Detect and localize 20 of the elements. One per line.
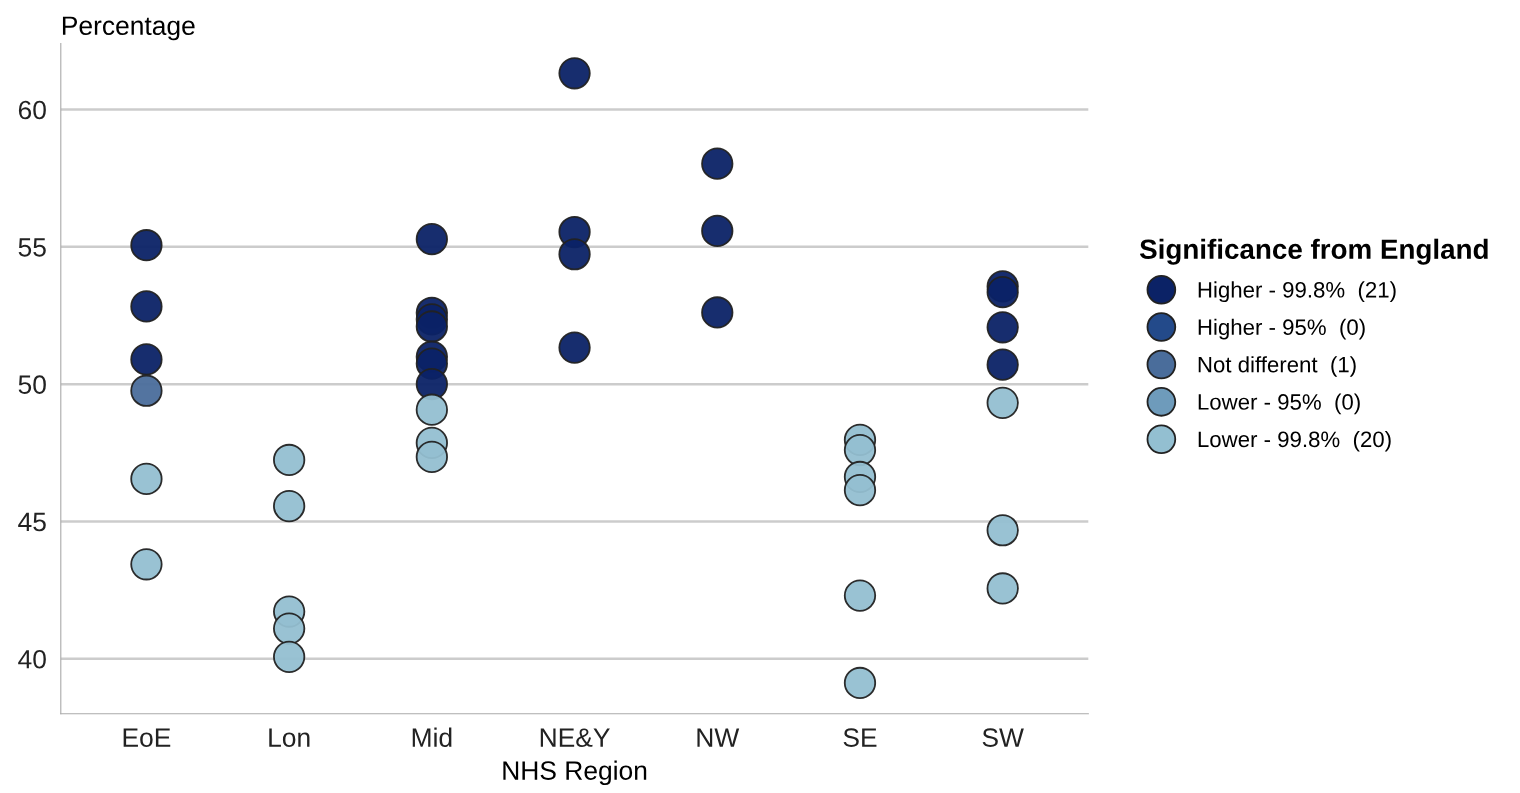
legend-label: Lower - 95% (0) bbox=[1198, 393, 1360, 415]
x-tick-label: Lon bbox=[269, 728, 310, 747]
x-tick-label: Mid bbox=[412, 727, 452, 747]
y-tick-label: 55 bbox=[18, 238, 46, 257]
x-tick-label: SE bbox=[843, 728, 877, 747]
legend-label: Not different (1) bbox=[1198, 356, 1356, 377]
x-tick-label: NE&Y bbox=[540, 728, 610, 747]
x-tick-label: NW bbox=[697, 728, 740, 747]
y-tick-label: 40 bbox=[18, 649, 46, 669]
x-tick-label: SW bbox=[982, 728, 1024, 747]
legend-label: Higher - 99.8% (21) bbox=[1198, 281, 1396, 303]
x-tick-label: EoE bbox=[123, 728, 171, 747]
y-axis-title: Percentage bbox=[62, 16, 195, 41]
legend-label: Lower - 99.8% (20) bbox=[1198, 430, 1391, 452]
legend-label: Higher - 95% (0) bbox=[1198, 318, 1365, 340]
legend-title: Significance from England bbox=[1139, 238, 1488, 265]
y-tick-label: 50 bbox=[18, 375, 46, 394]
y-tick-label: 60 bbox=[18, 100, 46, 120]
y-tick-label: 45 bbox=[18, 512, 46, 532]
x-axis-title: NHS Region bbox=[503, 760, 647, 786]
